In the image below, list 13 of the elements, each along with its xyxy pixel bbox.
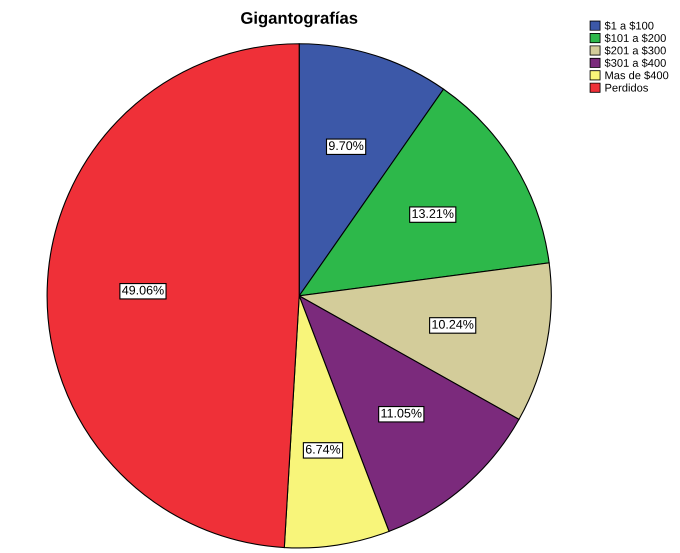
legend-label: Mas de $400 [605,70,668,80]
data-label: 9.70% [328,141,364,150]
data-label: 13.21% [412,209,454,218]
legend-label: $201 a $300 [604,46,666,56]
legend-label: $301 a $400 [604,58,666,68]
legend-label: $1 a $100 [604,21,654,30]
data-label: 6.74% [306,444,340,454]
legend-label: Perdidos [605,84,648,92]
data-label: 11.05% [381,408,422,418]
legend-label: $101 a $200 [604,34,666,43]
data-label: 10.24% [432,320,474,329]
chart-title: Gigantografías [241,11,358,28]
data-label: 49.06% [122,286,164,295]
